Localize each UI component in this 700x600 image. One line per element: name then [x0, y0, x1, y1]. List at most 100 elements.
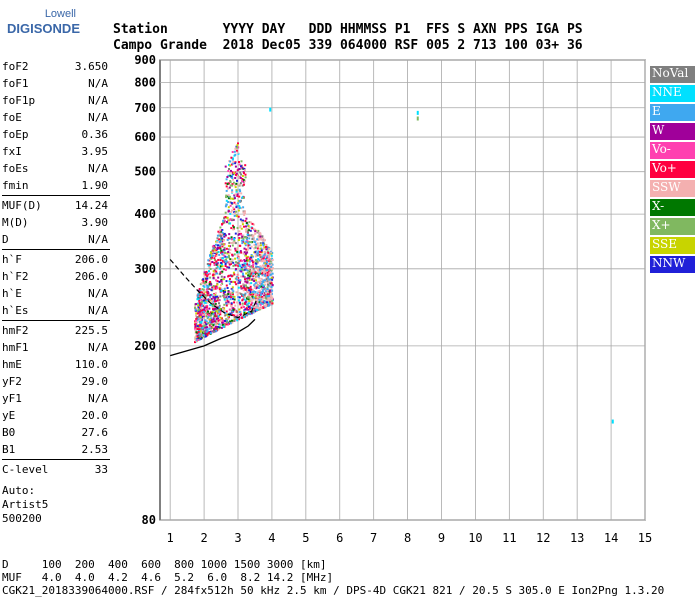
- param-value: 1.90: [81, 179, 109, 192]
- echo-point: [209, 276, 212, 279]
- echo-point: [209, 299, 212, 302]
- echo-point: [216, 240, 219, 243]
- echo-point: [216, 306, 219, 309]
- echo-point: [223, 232, 226, 235]
- echo-point: [201, 304, 203, 307]
- echo-point: [221, 240, 224, 243]
- echo-point: [242, 197, 245, 199]
- echo-point: [229, 322, 232, 325]
- echo-point: [238, 301, 241, 304]
- param-key: foEs: [2, 162, 29, 175]
- echo-point: [227, 197, 230, 200]
- echo-point: [246, 248, 249, 251]
- echo-point: [227, 302, 230, 305]
- echo-point: [234, 203, 237, 206]
- echo-point: [204, 295, 207, 298]
- echo-point: [216, 265, 219, 268]
- echo-point: [268, 297, 271, 300]
- echo-point: [223, 296, 225, 298]
- echo-point: [242, 234, 245, 237]
- echo-point: [244, 288, 247, 291]
- echo-point: [265, 254, 268, 257]
- echo-point: [205, 288, 208, 291]
- echo-point: [199, 291, 202, 294]
- echo-point: [236, 280, 239, 283]
- param-value: 14.24: [74, 199, 108, 212]
- echo-point: [237, 252, 240, 255]
- echo-point: [263, 294, 266, 297]
- echo-point: [206, 286, 209, 289]
- echo-point: [270, 276, 273, 279]
- echo-point: [241, 294, 243, 297]
- param-value: 225.5: [74, 324, 108, 337]
- echo-point: [256, 285, 258, 288]
- echo-point: [241, 180, 244, 183]
- echo-point: [218, 304, 221, 307]
- echo-point: [241, 221, 244, 224]
- echo-point: [232, 228, 235, 231]
- echo-point: [200, 318, 203, 321]
- echo-point: [269, 280, 272, 283]
- echo-point: [223, 219, 226, 222]
- echo-point: [208, 270, 210, 273]
- echo-point: [218, 302, 220, 305]
- echo-point: [251, 238, 254, 241]
- echo-point: [217, 326, 220, 328]
- echo-point: [213, 257, 216, 260]
- echo-point: [260, 306, 263, 309]
- echo-point: [233, 316, 236, 319]
- echo-point: [218, 238, 221, 241]
- echo-point: [236, 253, 239, 256]
- echo-point: [227, 195, 230, 198]
- echo-point: [241, 263, 244, 266]
- echo-point: [238, 177, 241, 180]
- echo-point: [204, 319, 207, 322]
- echo-point: [232, 178, 234, 181]
- echo-point: [245, 284, 247, 287]
- param-row: h`F 206.0: [2, 251, 110, 268]
- echo-point: [233, 301, 236, 304]
- echo-point: [234, 177, 237, 179]
- echo-point: [200, 325, 203, 328]
- echo-point: [234, 153, 237, 156]
- echo-point: [197, 293, 200, 296]
- echo-point: [229, 197, 232, 200]
- echo-point: [217, 238, 219, 241]
- echo-point: [269, 251, 272, 254]
- echo-cluster: [194, 142, 274, 344]
- echo-point: [262, 288, 265, 291]
- echo-point: [212, 293, 215, 296]
- echo-point: [212, 249, 215, 252]
- echo-point: [234, 162, 237, 165]
- echo-point: [206, 304, 209, 307]
- echo-point: [233, 172, 236, 175]
- echo-point: [261, 235, 264, 238]
- echo-point: [251, 278, 254, 281]
- echo-point: [243, 225, 245, 228]
- echo-point: [199, 306, 201, 309]
- echo-point: [259, 235, 262, 238]
- echo-point: [226, 313, 229, 316]
- echo-point: [195, 338, 198, 341]
- echo-point: [232, 308, 235, 311]
- echo-point: [211, 286, 214, 289]
- echo-point: [216, 272, 218, 275]
- echo-point: [235, 173, 237, 176]
- echo-point: [232, 290, 235, 293]
- echo-point: [238, 256, 241, 259]
- echo-point: [240, 306, 243, 309]
- echo-point: [227, 323, 229, 326]
- echo-point: [230, 202, 233, 204]
- echo-point: [248, 275, 251, 278]
- echo-point: [225, 302, 228, 305]
- echo-point: [233, 237, 236, 240]
- echo-point: [242, 180, 245, 183]
- echo-point: [238, 315, 240, 317]
- echo-point: [270, 264, 273, 266]
- echo-point: [252, 272, 255, 275]
- echo-point: [259, 280, 262, 282]
- echo-point: [268, 258, 271, 261]
- echo-point: [229, 245, 231, 248]
- param-separator: [2, 195, 110, 196]
